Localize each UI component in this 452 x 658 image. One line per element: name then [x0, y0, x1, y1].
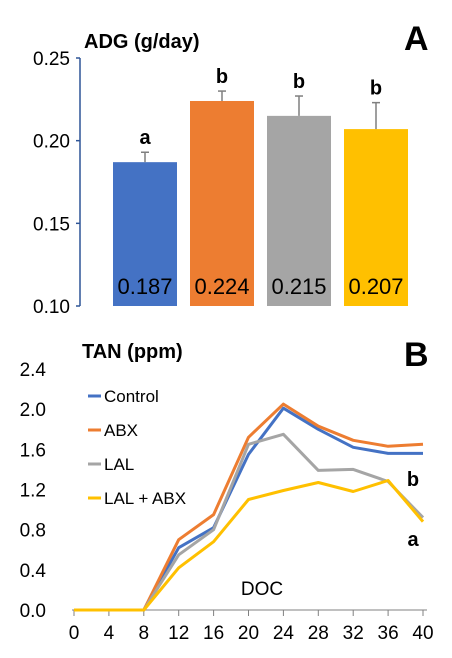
- panel-a-value-label: 0.224: [194, 274, 249, 299]
- panel-a-y-tick-label: 0.25: [33, 49, 70, 70]
- panel-b-x-tick-label: 12: [168, 623, 189, 644]
- panel-b-x-label: DOC: [241, 579, 283, 600]
- panel-b-legend-label: LAL + ABX: [104, 489, 186, 508]
- panel-b-legend-label: LAL: [104, 455, 134, 474]
- panel-a-bar: [344, 129, 408, 306]
- panel-b-x-tick-label: 20: [238, 623, 259, 644]
- panel-b-y-tick-label: 0.8: [20, 521, 46, 542]
- panel-a-significance-label: a: [139, 127, 151, 149]
- panel-b-y-tick-label: 2.0: [20, 400, 46, 421]
- panel-b-title: TAN (ppm): [82, 341, 183, 363]
- panel-a-significance-label: b: [216, 66, 228, 88]
- panel-b-x-tick-label: 24: [273, 623, 295, 644]
- panel-a-value-label: 0.215: [271, 274, 326, 299]
- panel-a-y-tick-label: 0.15: [33, 214, 70, 235]
- panel-a-bar: [190, 100, 254, 306]
- panel-b-letter: B: [404, 336, 429, 374]
- panel-b-x-tick-label: 4: [104, 623, 115, 644]
- panel-a-title: ADG (g/day): [84, 31, 200, 53]
- panel-b-legend: Control ABX LAL LAL + ABX: [88, 387, 186, 508]
- panel-b-y-tick-label: 0.4: [20, 561, 47, 582]
- panel-b-y-tick-label: 1.2: [20, 481, 46, 502]
- panel-a-bar: [113, 162, 177, 306]
- panel-b-x-tick-label: 16: [203, 623, 224, 644]
- panel-b-x-tick-label: 40: [412, 623, 433, 644]
- panel-a-bar: [267, 115, 331, 306]
- panel-b-y-tick-label: 0.0: [20, 601, 46, 622]
- panel-a-value-label: 0.207: [348, 274, 403, 299]
- panel-b-y-tick-label: 1.6: [20, 440, 46, 461]
- panel-b-legend-label: ABX: [104, 421, 138, 440]
- panel-b-x-tick-label: 28: [308, 623, 329, 644]
- panel-b-line-chart: B TAN (ppm) 0.0 0.4 0.8 1.2 1.6 2.0 2.4 0 4 8 12 1…: [20, 336, 434, 644]
- panel-b-legend-label: Control: [104, 387, 159, 406]
- panel-b-x-tick-label: 0: [69, 623, 80, 644]
- panel-a-y-tick-label: 0.10: [33, 297, 70, 318]
- panel-b-y-ticks: 0.0 0.4 0.8 1.2 1.6 2.0 2.4: [20, 360, 47, 622]
- panel-a-value-label: 0.187: [117, 274, 172, 299]
- panel-b-series-lines: [74, 402, 425, 612]
- panel-b-annotation-a: a: [407, 529, 419, 551]
- panel-a-y-tick-label: 0.20: [33, 132, 70, 153]
- panel-a-letter: A: [404, 20, 429, 58]
- panel-a-y-ticks: 0.10 0.15 0.20 0.25: [33, 49, 80, 318]
- panel-b-x-tick-label: 36: [378, 623, 399, 644]
- panel-a-significance-label: b: [293, 71, 305, 93]
- panel-b-y-tick-label: 2.4: [20, 360, 47, 381]
- panel-b-x-ticks: 0 4 8 12 16 20 24 28 32 36 40: [69, 610, 434, 644]
- panel-a-bars: a 0.187 b 0.224 b 0.215 b 0.207: [113, 66, 408, 306]
- panel-a-bar-chart: A ADG (g/day) 0.10 0.15 0.20 0.25 a 0.187 b 0.…: [33, 20, 429, 318]
- panel-b-x-tick-label: 8: [139, 623, 150, 644]
- panel-b-x-tick-label: 32: [343, 623, 364, 644]
- panel-a-significance-label: b: [370, 78, 382, 100]
- panel-b-series-line-lal-abx: [74, 479, 425, 612]
- panel-b-annotation-b: b: [407, 469, 419, 491]
